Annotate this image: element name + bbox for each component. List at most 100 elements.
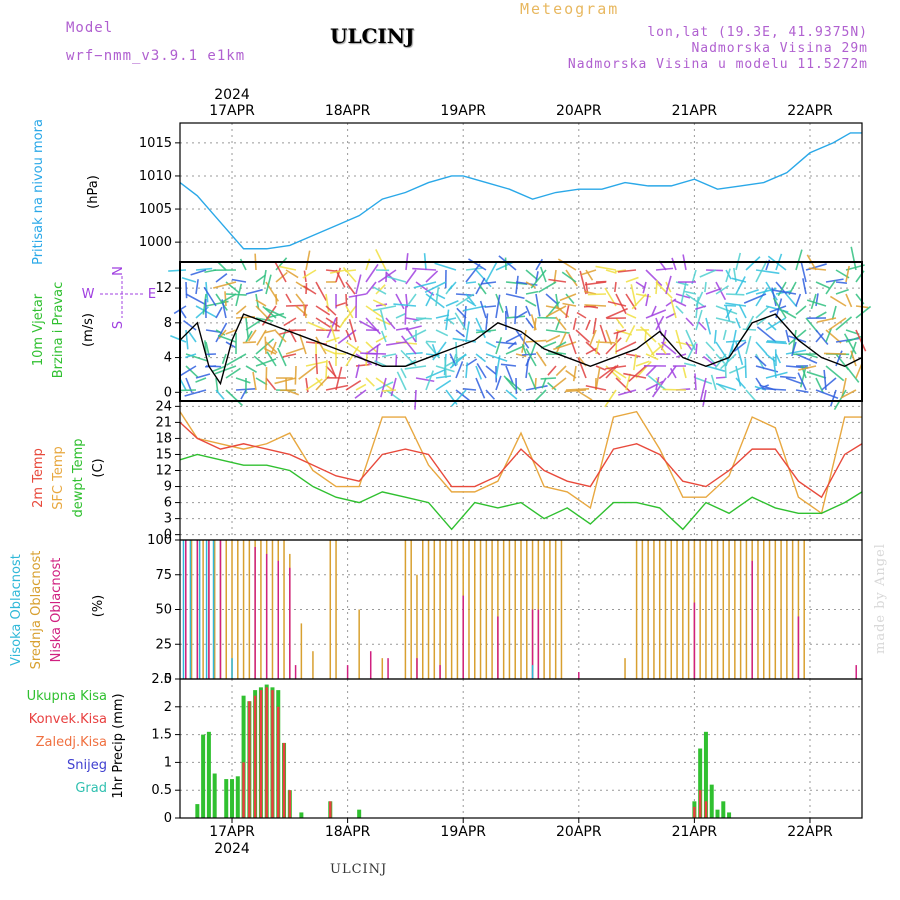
total-precip-bar [230, 779, 235, 818]
lonlat-label: lon,lat (19.3E, 41.9375N) [647, 25, 868, 40]
wind-arrows [168, 246, 872, 411]
wind-arrow [815, 281, 830, 289]
wind-arrow [235, 377, 251, 384]
wind-arrow [405, 329, 427, 341]
wind-arrow [335, 267, 342, 283]
wind-arrow [325, 336, 340, 343]
wind-arrow [435, 379, 452, 391]
wind-arrow [405, 351, 423, 355]
wind-arrow [307, 321, 327, 331]
wind-arrow [808, 267, 827, 271]
wind-arrow [185, 365, 199, 378]
wind-arrow [255, 377, 268, 386]
wind-arrow [713, 329, 717, 344]
wind-arrow [505, 345, 525, 355]
wind-arrow [505, 365, 514, 385]
wind-arrow [785, 293, 798, 308]
wind-arrow [581, 269, 597, 276]
wind-arrow [625, 276, 639, 283]
wind-arrow [315, 336, 327, 355]
bottom-station-label: ULCINJ [330, 862, 388, 877]
wind-arrow [680, 281, 687, 304]
wind-arrow [203, 286, 217, 307]
wind-arrow [635, 360, 650, 367]
wind-arrow [835, 288, 849, 295]
wind-arrow [755, 365, 779, 373]
wind-arrow [503, 375, 517, 391]
pressure-line [179, 132, 862, 250]
station-title: ULCINJ [330, 24, 415, 48]
compass-west: W [82, 287, 95, 302]
wind-arrow [742, 328, 757, 331]
wind-arrow [456, 307, 467, 319]
wind-arrow [449, 353, 467, 369]
wind-arrow [485, 341, 497, 349]
wind-arrow [413, 281, 437, 289]
wind-arrow [533, 317, 537, 331]
wind-arrow [265, 341, 278, 354]
wind-arrow [435, 375, 452, 379]
wind-arrow [559, 293, 577, 302]
wind-arrow [298, 365, 317, 380]
wind-arrow [390, 377, 397, 397]
wind-arrow [613, 368, 627, 379]
wind-arrow [695, 343, 698, 355]
wind-arrow [274, 261, 287, 283]
wind-arrow [772, 297, 787, 319]
wind-arrow [274, 377, 297, 385]
wind-arrow [525, 305, 532, 317]
conv-precip-bar [265, 687, 268, 818]
wind-arrow [665, 275, 672, 295]
y-tick-label: 15 [155, 447, 172, 462]
wind-arrow [184, 389, 207, 397]
wind-arrow [235, 283, 243, 307]
wind-arrow [645, 353, 659, 361]
wind-arrow [225, 367, 241, 379]
wind-arrow [723, 304, 737, 307]
wind-arrow [235, 305, 247, 315]
top-date-label: 22APR [787, 103, 833, 119]
wind-arrow [242, 341, 257, 344]
wind-arrow [735, 377, 747, 390]
meteogram-label: Meteogram [520, 0, 620, 18]
wind-arrow [507, 341, 517, 350]
wind-arrow [545, 305, 567, 318]
compass-east: E [148, 287, 156, 302]
wind-arrow [745, 315, 755, 331]
wind-arrow [547, 365, 557, 376]
compass-north: N [111, 266, 126, 276]
wind-arrow [535, 351, 547, 367]
precip-unit: 1hr Precip (mm) [111, 693, 126, 798]
wind-arrow [450, 389, 467, 407]
wind-arrow [564, 389, 587, 393]
wind-arrow [625, 325, 636, 343]
wind-arrow [425, 370, 434, 391]
wind-arrow [365, 317, 381, 335]
wind-arrow [684, 290, 697, 295]
bottom-date-label: 20APR [556, 824, 602, 840]
wind-arrow [329, 269, 347, 274]
wind-arrow [188, 331, 197, 343]
wind-arrow [745, 289, 759, 295]
wind-arrow [577, 357, 587, 379]
wind-arrow [183, 319, 197, 331]
wind-arrow [305, 250, 311, 271]
wind-arrow [298, 334, 307, 355]
wind-arrow [615, 293, 627, 315]
wind-arrow [415, 377, 435, 383]
wind-arrow [264, 336, 267, 355]
wind-arrow [465, 321, 470, 343]
wind-arrow [576, 311, 587, 319]
wind-arrow [345, 341, 362, 353]
bottom-date-label: 18APR [325, 824, 371, 840]
wind-arrow [178, 365, 197, 377]
wind-arrow [785, 329, 790, 343]
wind-arrow [525, 358, 530, 379]
wind-arrow [835, 281, 848, 285]
wind-arrow [465, 362, 469, 379]
wind-arrow [195, 373, 211, 379]
wind-arrow [815, 329, 829, 346]
wind-arrow [705, 341, 715, 352]
wind-arrow [795, 389, 809, 393]
wind-arrow [285, 293, 292, 304]
